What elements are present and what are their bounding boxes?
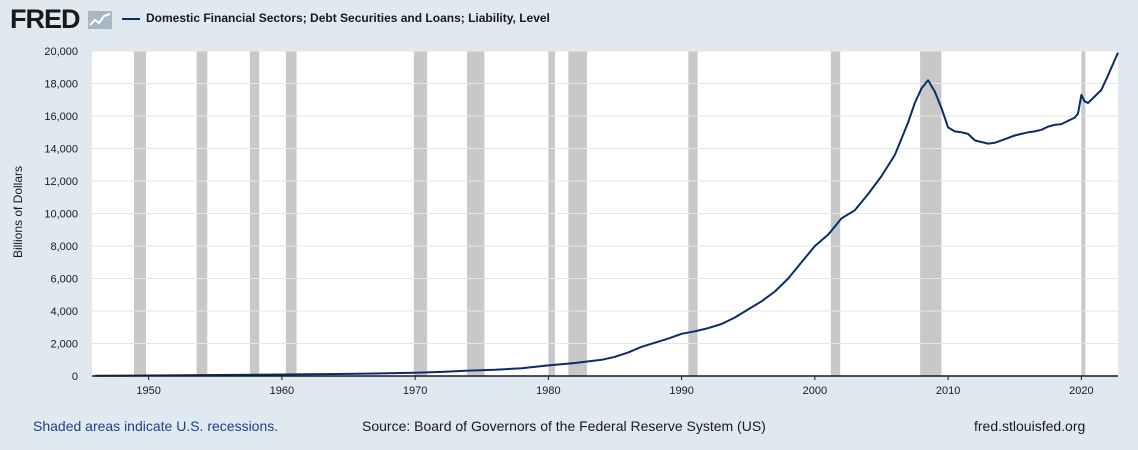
- x-tick-label: 1960: [270, 385, 294, 397]
- y-tick-label: 8,000: [50, 241, 78, 253]
- x-tick-label: 2020: [1069, 385, 1093, 397]
- y-tick-label: 6,000: [50, 274, 78, 286]
- x-tick-label: 1980: [536, 385, 560, 397]
- fred-logo[interactable]: FRED: [10, 4, 80, 34]
- grid-lines: [92, 50, 1118, 344]
- y-tick-label: 0: [72, 371, 78, 383]
- y-tick-label: 4,000: [50, 306, 78, 318]
- chart-header: FRED Domestic Financial Sectors; Debt Se…: [0, 0, 1138, 40]
- axes: 0 2,000 4,000 6,000 8,000 10,000 12,000 14,000 1…: [44, 46, 1118, 397]
- series-line: [95, 52, 1119, 377]
- y-tick-label: 14,000: [44, 144, 78, 156]
- y-tick-label: 16,000: [44, 111, 78, 123]
- legend-label: Domestic Financial Sectors; Debt Securit…: [146, 11, 550, 25]
- line-chart: 0 2,000 4,000 6,000 8,000 10,000 12,000 14,000 1…: [44, 46, 1119, 397]
- legend-swatch: [122, 18, 140, 20]
- y-tick-label: 18,000: [44, 79, 78, 91]
- x-tick-label: 1970: [403, 385, 427, 397]
- y-tick-label: 2,000: [50, 339, 78, 351]
- x-tick-label: 2010: [936, 385, 960, 397]
- x-tick-label: 1950: [136, 385, 160, 397]
- y-tick-label: 10,000: [44, 209, 78, 221]
- y-tick-label: 12,000: [44, 176, 78, 188]
- series-group: [95, 52, 1119, 377]
- y-tick-label: 20,000: [44, 46, 78, 58]
- site-link[interactable]: fred.stlouisfed.org: [974, 418, 1086, 434]
- x-tick-label: 1990: [669, 385, 693, 397]
- recession-note: Shaded areas indicate U.S. recessions.: [33, 418, 279, 434]
- source-note: Source: Board of Governors of the Federa…: [362, 418, 766, 434]
- x-tick-label: 2000: [803, 385, 827, 397]
- fred-graph-icon: [88, 11, 112, 29]
